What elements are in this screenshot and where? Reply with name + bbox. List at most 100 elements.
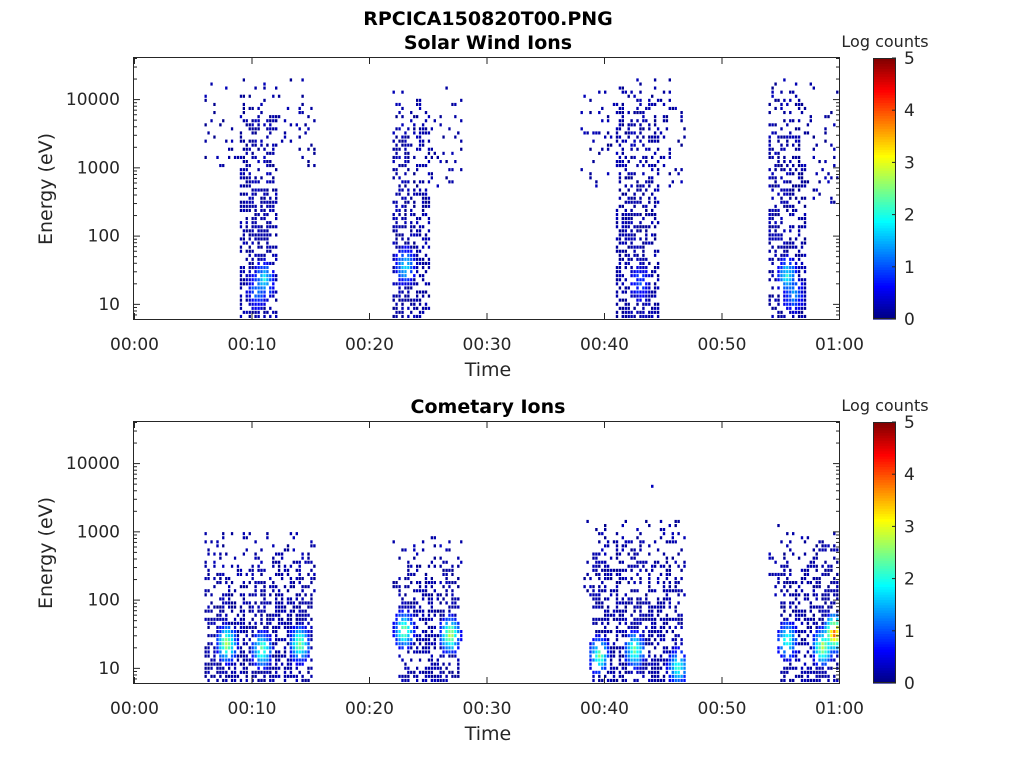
colorbar-swatch xyxy=(873,258,896,263)
spectrogram-cell xyxy=(427,564,431,568)
spectrogram-cell xyxy=(630,176,633,180)
spectrogram-cell xyxy=(783,621,786,625)
spectrogram-cell xyxy=(618,241,622,245)
spectrogram-cell xyxy=(301,589,304,593)
spectrogram-cell xyxy=(257,233,260,237)
spectrogram-cell xyxy=(604,568,607,572)
spectrogram-cell xyxy=(213,654,216,658)
spectrogram-cell xyxy=(430,581,433,585)
colorbar-tick-label: 0 xyxy=(904,310,915,330)
spectrogram-cell xyxy=(401,678,404,682)
spectrogram-cell xyxy=(812,654,815,658)
spectrogram-cell xyxy=(204,650,207,654)
spectrogram-cell xyxy=(792,270,795,274)
spectrogram-cell xyxy=(269,658,272,662)
spectrogram-cell xyxy=(257,168,260,172)
spectrogram-cell xyxy=(609,654,613,658)
spectrogram-cell xyxy=(251,630,254,634)
spectrogram-cell xyxy=(228,638,231,642)
spectrogram-cell xyxy=(653,658,657,662)
spectrogram-cell xyxy=(251,204,254,208)
spectrogram-cell xyxy=(404,298,407,302)
spectrogram-cell xyxy=(653,139,657,143)
spectrogram-cell xyxy=(216,650,219,654)
spectrogram-cell xyxy=(783,278,786,282)
spectrogram-cell xyxy=(639,666,642,670)
spectrogram-cell xyxy=(427,261,431,265)
spectrogram-cell xyxy=(248,245,251,249)
colorbar-swatch xyxy=(873,633,896,637)
spectrogram-cell xyxy=(680,180,683,184)
spectrogram-cell xyxy=(830,605,833,609)
spectrogram-cell xyxy=(260,601,263,605)
spectrogram-cell xyxy=(260,302,263,306)
colorbar-swatch xyxy=(873,523,896,527)
spectrogram-cell xyxy=(774,572,777,576)
spectrogram-cell xyxy=(248,290,251,294)
spectrogram-cell xyxy=(789,225,792,229)
spectrogram-cell xyxy=(245,290,248,294)
spectrogram-cell xyxy=(204,123,207,127)
spectrogram-cell xyxy=(448,127,451,131)
spectrogram-cell xyxy=(618,609,622,613)
spectrogram-cell xyxy=(289,674,293,678)
spectrogram-cell xyxy=(786,544,789,548)
spectrogram-cell xyxy=(683,593,686,597)
spectrogram-cell xyxy=(430,155,433,159)
spectrogram-cell xyxy=(248,274,251,278)
spectrogram-cell xyxy=(222,536,225,540)
spectrogram-cell xyxy=(803,266,807,270)
spectrogram-cell xyxy=(307,670,310,674)
spectrogram-cell xyxy=(604,90,607,94)
spectrogram-cell xyxy=(621,229,624,233)
spectrogram-cell xyxy=(636,646,639,650)
spectrogram-cell xyxy=(251,155,254,159)
spectrogram-cell xyxy=(416,609,419,613)
spectrogram-cell xyxy=(310,630,313,634)
spectrogram-cell xyxy=(780,253,783,257)
spectrogram-cell xyxy=(245,176,248,180)
spectrogram-cell xyxy=(671,646,674,650)
spectrogram-cell xyxy=(618,674,622,678)
spectrogram-cell xyxy=(674,609,677,613)
spectrogram-cell xyxy=(413,225,416,229)
spectrogram-cell xyxy=(786,621,789,625)
spectrogram-cell xyxy=(627,221,630,225)
spectrogram-cell xyxy=(395,617,398,621)
spectrogram-cell xyxy=(207,662,210,666)
spectrogram-cell xyxy=(313,564,316,568)
spectrogram-cell xyxy=(245,630,248,634)
spectrogram-cell xyxy=(656,658,660,662)
spectrogram-cell xyxy=(780,601,783,605)
spectrogram-cell xyxy=(295,630,298,634)
spectrogram-cell xyxy=(236,674,240,678)
spectrogram-cell xyxy=(407,613,410,617)
colorbar-swatch xyxy=(873,300,896,304)
spectrogram-cell xyxy=(683,674,686,678)
spectrogram-cell xyxy=(307,634,310,638)
spectrogram-cell xyxy=(280,617,284,621)
spectrogram-cell xyxy=(642,184,645,188)
spectrogram-cell xyxy=(595,621,598,625)
spectrogram-cell xyxy=(272,294,275,298)
spectrogram-cell xyxy=(642,204,645,208)
spectrogram-cell xyxy=(404,585,407,589)
spectrogram-cell xyxy=(809,654,812,658)
spectrogram-cell xyxy=(298,111,301,115)
spectrogram-cell xyxy=(621,597,624,601)
spectrogram-cell xyxy=(207,621,210,625)
spectrogram-cell xyxy=(624,139,627,143)
spectrogram-cell xyxy=(442,634,445,638)
spectrogram-cell xyxy=(794,127,798,131)
spectrogram-cell xyxy=(204,666,207,670)
spectrogram-cell xyxy=(777,213,780,217)
spectrogram-cell xyxy=(627,200,630,204)
spectrogram-cell xyxy=(245,310,248,314)
colorbar-swatch xyxy=(873,602,896,606)
spectrogram-cell xyxy=(269,204,272,208)
spectrogram-cell xyxy=(295,654,298,658)
spectrogram-cell xyxy=(392,147,395,151)
spectrogram-cell xyxy=(266,310,269,314)
spectrogram-cell xyxy=(783,282,786,286)
spectrogram-cell xyxy=(254,233,257,237)
